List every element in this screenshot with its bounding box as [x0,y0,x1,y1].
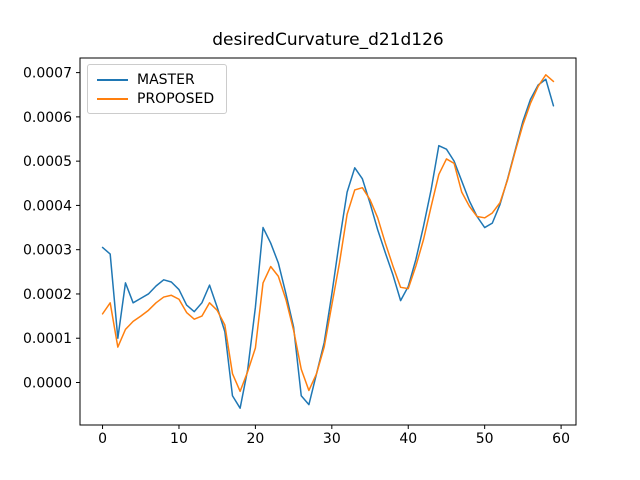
chart-title: desiredCurvature_d21d126 [212,30,444,50]
legend-item-proposed: PROPOSED [97,89,214,108]
x-axis-ticks: 0 10 20 30 40 50 60 [98,425,570,447]
y-tick-label: 0.0001 [23,331,72,347]
x-tick-label: 10 [170,431,188,447]
x-tick-label: 60 [552,431,570,447]
axes-spines [79,57,577,426]
y-tick-label: 0.0003 [23,243,72,259]
x-tick-label: 0 [98,431,107,447]
x-tick-label: 20 [246,431,264,447]
y-tick-label: 0.0000 [23,376,72,392]
legend-line-proposed [97,97,128,100]
legend: MASTER PROPOSED [87,64,228,114]
x-tick-label: 40 [399,431,417,447]
series-line-proposed [101,74,555,393]
x-tick-label: 50 [476,431,494,447]
y-tick-label: 0.0007 [23,66,72,82]
y-tick-label: 0.0006 [23,110,72,126]
y-tick-label: 0.0002 [23,287,72,303]
series-line-master [101,78,555,409]
y-tick-label: 0.0005 [23,154,72,170]
y-tick-label: 0.0004 [23,198,72,214]
x-tick-label: 30 [323,431,341,447]
legend-line-master [97,78,128,81]
legend-item-master: MASTER [97,70,214,89]
legend-label-proposed: PROPOSED [137,90,215,107]
legend-label-master: MASTER [137,71,195,88]
y-axis-ticks: 0.0000 0.0001 0.0002 0.0003 0.0004 0.0005 0.00… [23,66,80,392]
